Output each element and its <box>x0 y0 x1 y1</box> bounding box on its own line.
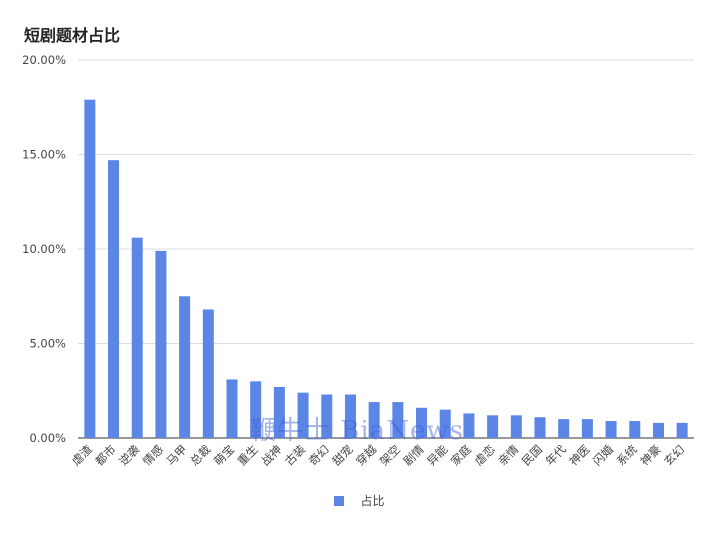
x-tick-label: 都市 <box>92 442 118 468</box>
bar-剧情 <box>416 407 428 438</box>
bar-穿越 <box>368 402 380 438</box>
x-tick-label: 总裁 <box>187 442 214 469</box>
x-tick-label: 情感 <box>140 442 166 468</box>
x-tick-label: 系统 <box>614 442 641 469</box>
x-tick-label: 闪婚 <box>590 442 617 469</box>
bar-古装 <box>297 392 309 438</box>
bar-系统 <box>629 420 641 438</box>
bar-架空 <box>392 402 404 438</box>
x-tick-label: 民国 <box>519 442 545 468</box>
y-tick-label: 0.00% <box>29 431 66 445</box>
bar-重生 <box>250 381 262 438</box>
bar-逆袭 <box>131 237 143 438</box>
bar-亲情 <box>510 415 522 438</box>
x-tick-label: 虐恋 <box>472 442 498 468</box>
y-tick-label: 5.00% <box>29 337 66 351</box>
x-tick-label: 虐渣 <box>69 442 96 469</box>
bar-神豪 <box>652 422 664 438</box>
bar-民国 <box>534 417 546 438</box>
bar-甜宠 <box>344 394 356 438</box>
x-tick-label: 神医 <box>566 442 592 468</box>
bar-马甲 <box>179 296 191 438</box>
x-tick-label: 神豪 <box>637 442 663 468</box>
x-tick-label: 亲情 <box>495 442 522 469</box>
legend[interactable]: 占比 <box>0 492 719 509</box>
bar-都市 <box>108 160 120 439</box>
bar-虐恋 <box>487 415 499 438</box>
bar-奇幻 <box>321 394 333 438</box>
watermark-logo: 鞭牛士 BiaNews <box>250 416 464 446</box>
bar-总裁 <box>202 309 214 438</box>
bar-闪婚 <box>605 420 617 438</box>
x-tick-label: 年代 <box>543 442 570 469</box>
chart-title: 短剧题材占比 <box>24 26 121 45</box>
y-tick-label: 15.00% <box>22 148 66 162</box>
x-tick-label: 萌宝 <box>211 442 237 468</box>
x-tick-label: 逆袭 <box>116 442 143 469</box>
bar-玄幻 <box>676 422 688 438</box>
bar-异能 <box>439 409 451 438</box>
bar-年代 <box>558 419 570 438</box>
bar-家庭 <box>463 413 475 438</box>
x-tick-label: 玄幻 <box>661 442 687 468</box>
x-tick-label: 马甲 <box>164 442 190 468</box>
bar-神医 <box>581 419 593 438</box>
legend-label: 占比 <box>360 494 385 508</box>
bar-虐渣 <box>84 99 96 438</box>
y-tick-label: 10.00% <box>22 242 66 256</box>
bar-情感 <box>155 250 167 438</box>
legend-swatch <box>334 496 345 506</box>
bar-萌宝 <box>226 379 238 438</box>
y-tick-label: 20.00% <box>22 53 66 67</box>
bar-战神 <box>273 386 285 438</box>
